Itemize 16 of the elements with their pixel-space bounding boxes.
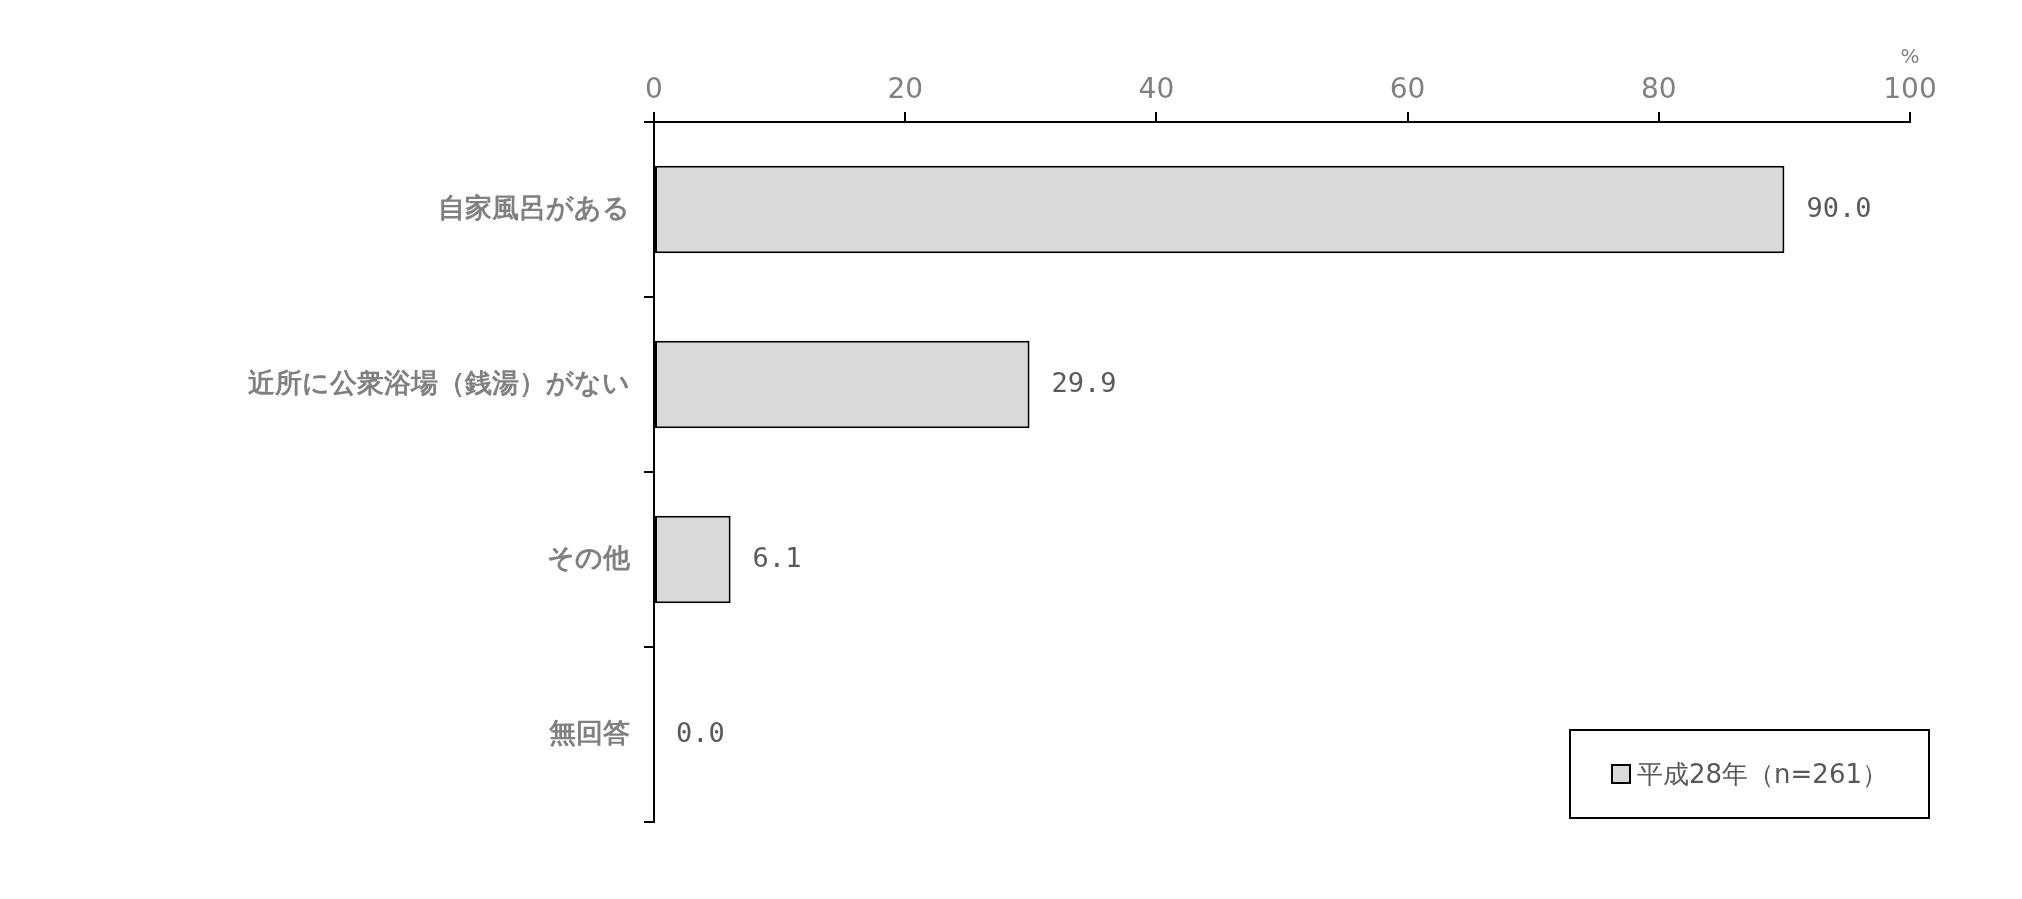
legend-label: 平成28年（n=261） <box>1637 757 1888 791</box>
x-tick-label: 60 <box>1389 72 1426 106</box>
y-tick-label: 自家風呂がある <box>438 191 630 223</box>
data-label: 6.1 <box>752 541 802 573</box>
x-tick-label: 20 <box>887 72 924 106</box>
x-tick-label: 80 <box>1640 72 1677 106</box>
data-label: 90.0 <box>1806 191 1872 223</box>
x-tick-label: 40 <box>1138 72 1175 106</box>
x-tick-label: 100 <box>1883 72 1937 106</box>
data-label: 29.9 <box>1051 366 1117 398</box>
x-tick-label: 0 <box>645 72 663 106</box>
data-label: 0.0 <box>676 716 725 748</box>
y-tick-label: 無回答 <box>548 716 630 748</box>
x-axis-title: % <box>1900 44 1920 69</box>
y-tick-label: その他 <box>547 541 631 573</box>
y-tick-label: 近所に公衆浴場（銭湯）がない <box>248 366 630 398</box>
